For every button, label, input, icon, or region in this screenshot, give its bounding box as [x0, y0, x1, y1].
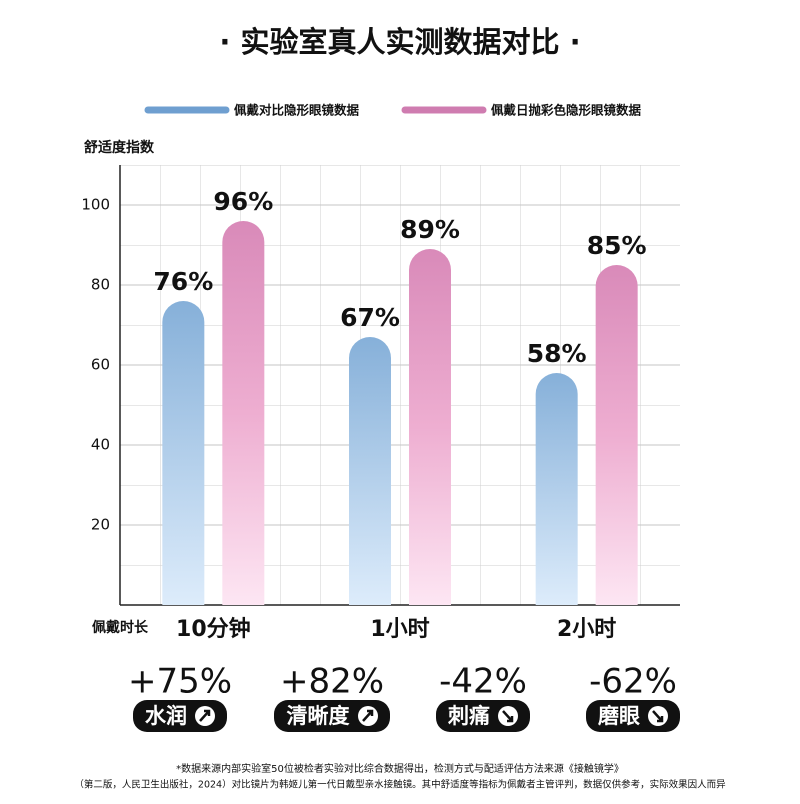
plot-grid: [120, 165, 680, 605]
stat-label: 清晰度: [287, 704, 350, 728]
value-label: 58%: [527, 339, 587, 368]
arrow-icon: [362, 709, 374, 722]
value-label: 85%: [587, 231, 647, 260]
y-tick-label: 40: [91, 436, 110, 454]
stat-label: 刺痛: [448, 704, 490, 728]
stat-value: +75%: [128, 662, 232, 702]
stat-value: +82%: [280, 662, 384, 702]
value-label: 76%: [153, 267, 213, 296]
arrow-icon: [502, 710, 514, 723]
chart-title: · 实验室真人实测数据对比 ·: [219, 25, 580, 59]
bar: [162, 301, 205, 605]
bar: [222, 221, 265, 605]
y-tick-label: 60: [91, 356, 110, 374]
value-label: 67%: [340, 303, 400, 332]
value-label: 96%: [213, 187, 273, 216]
x-tick-label: 1小时: [370, 617, 429, 642]
x-tick-label: 10分钟: [176, 616, 251, 642]
stat-label: 磨眼: [598, 704, 640, 728]
y-tick-label: 100: [81, 196, 110, 214]
bar: [595, 265, 638, 605]
legend-label: 佩戴对比隐形眼镜数据: [234, 103, 360, 118]
x-axis-label: 佩戴时长: [92, 619, 149, 636]
x-tick-label: 2小时: [557, 617, 616, 642]
bar: [535, 373, 578, 605]
arrow-icon: [652, 710, 664, 723]
footnote: （第二版，人民卫生出版社，2024）对比镜片为韩姬儿第一代日戴型亲水接触镜。其中…: [74, 779, 726, 791]
stat-pill: [274, 700, 390, 732]
bar: [349, 337, 391, 605]
legend-label: 佩戴日抛彩色隐形眼镜数据: [491, 103, 642, 118]
stat-value: -62%: [589, 662, 677, 702]
footnote: *数据来源内部实验室50位被检者实验对比综合数据得出，检测方式与配适评估方法来源…: [176, 762, 624, 775]
y-axis-label: 舒适度指数: [84, 139, 155, 156]
y-tick-label: 80: [91, 276, 110, 294]
arrow-icon: [199, 709, 211, 722]
stat-value: -42%: [439, 662, 527, 702]
bar: [409, 249, 451, 605]
y-tick-label: 20: [91, 516, 110, 534]
value-label: 89%: [400, 215, 460, 244]
stat-label: 水润: [145, 704, 187, 728]
